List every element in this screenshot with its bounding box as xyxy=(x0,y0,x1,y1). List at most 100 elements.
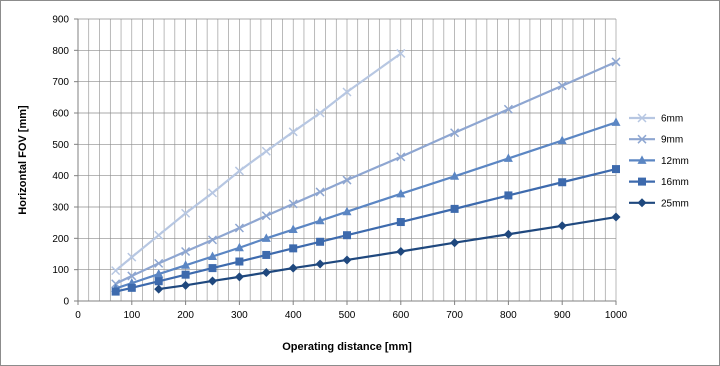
data-point xyxy=(261,211,271,221)
data-point xyxy=(207,235,218,245)
grid xyxy=(77,18,617,302)
data-point xyxy=(181,208,191,218)
data-point xyxy=(234,223,244,233)
legend-label: 25mm xyxy=(661,198,689,209)
data-point xyxy=(181,246,191,257)
y-tick-label: 300 xyxy=(52,203,69,214)
data-point xyxy=(181,260,191,269)
data-point xyxy=(396,152,406,162)
data-point xyxy=(181,280,191,290)
legend-label: 12mm xyxy=(661,156,689,167)
data-point xyxy=(450,238,460,248)
y-tick-label: 800 xyxy=(52,46,69,57)
data-point xyxy=(181,270,190,279)
data-point xyxy=(611,212,621,222)
series-6mm xyxy=(111,48,406,276)
data-point xyxy=(261,233,271,242)
data-point xyxy=(342,87,352,97)
data-point xyxy=(234,166,244,176)
data-point xyxy=(315,187,325,197)
data-point xyxy=(557,221,567,231)
data-point xyxy=(503,104,513,114)
data-point xyxy=(234,272,244,282)
data-point xyxy=(450,128,460,138)
data-point xyxy=(503,153,513,162)
y-tick-label: 900 xyxy=(52,15,69,26)
legend-label: 6mm xyxy=(661,114,683,125)
data-point xyxy=(288,263,298,273)
data-point xyxy=(503,229,513,239)
data-point xyxy=(111,266,121,276)
x-tick-label: 300 xyxy=(231,310,248,321)
axes: 0 100 200 300 400 500 600 700 800 900 1000 0 100 200 3… xyxy=(52,15,627,322)
data-point xyxy=(288,224,298,234)
data-point xyxy=(342,206,352,216)
data-point xyxy=(261,267,271,277)
x-tick-label: 800 xyxy=(500,310,517,321)
legend-marker xyxy=(637,198,647,208)
data-point xyxy=(208,276,217,286)
data-point xyxy=(288,199,298,209)
data-point xyxy=(315,259,325,269)
data-point xyxy=(612,165,620,174)
y-tick-label: 500 xyxy=(52,140,69,151)
x-tick-label: 700 xyxy=(446,310,463,321)
legend: 6mm 9mm 12mm 16mm 25mm xyxy=(629,113,689,209)
legend-marker xyxy=(637,134,647,144)
x-tick-label: 100 xyxy=(123,310,140,321)
legend-marker xyxy=(637,155,647,164)
legend-item: 12mm xyxy=(629,155,689,167)
data-point xyxy=(450,171,460,180)
data-point xyxy=(127,252,137,262)
data-point xyxy=(558,178,567,187)
series-25mm xyxy=(154,212,621,294)
data-point xyxy=(315,215,325,225)
data-point xyxy=(208,251,217,261)
legend-item: 25mm xyxy=(629,198,689,209)
legend-item: 9mm xyxy=(629,134,683,146)
data-point xyxy=(557,135,567,145)
data-series xyxy=(111,48,621,296)
x-tick-label: 1000 xyxy=(605,310,628,321)
data-point xyxy=(611,57,621,67)
data-point xyxy=(450,204,459,213)
data-point xyxy=(261,146,271,156)
data-point xyxy=(396,188,406,198)
data-point xyxy=(611,117,621,126)
data-point xyxy=(343,231,351,240)
legend-item: 16mm xyxy=(629,177,689,188)
series-16mm xyxy=(111,165,620,296)
legend-label: 9mm xyxy=(661,135,683,146)
data-point xyxy=(315,108,325,118)
data-point xyxy=(207,188,218,198)
data-point xyxy=(316,237,325,246)
y-tick-label: 400 xyxy=(52,171,69,182)
series-12mm xyxy=(111,117,621,292)
x-tick-label: 600 xyxy=(392,310,409,321)
data-point xyxy=(396,246,406,256)
data-point xyxy=(111,287,120,296)
data-point xyxy=(154,277,163,286)
y-tick-label: 200 xyxy=(52,234,69,245)
legend-label: 16mm xyxy=(661,177,689,188)
x-tick-label: 500 xyxy=(339,310,356,321)
x-tick-label: 200 xyxy=(177,310,194,321)
data-point xyxy=(504,191,513,200)
data-point xyxy=(154,258,164,268)
data-point xyxy=(235,257,244,266)
y-axis-title: Horizontal FOV [mm] xyxy=(17,105,29,215)
data-point xyxy=(342,175,352,185)
data-point xyxy=(154,230,164,240)
data-point xyxy=(396,218,405,227)
data-point xyxy=(557,81,567,91)
data-point xyxy=(234,242,244,252)
legend-marker xyxy=(637,113,647,123)
data-point xyxy=(342,255,352,265)
y-tick-label: 100 xyxy=(52,265,69,276)
y-tick-label: 0 xyxy=(63,297,69,308)
data-point xyxy=(208,264,217,273)
legend-item: 6mm xyxy=(629,113,683,125)
data-point xyxy=(289,244,298,253)
